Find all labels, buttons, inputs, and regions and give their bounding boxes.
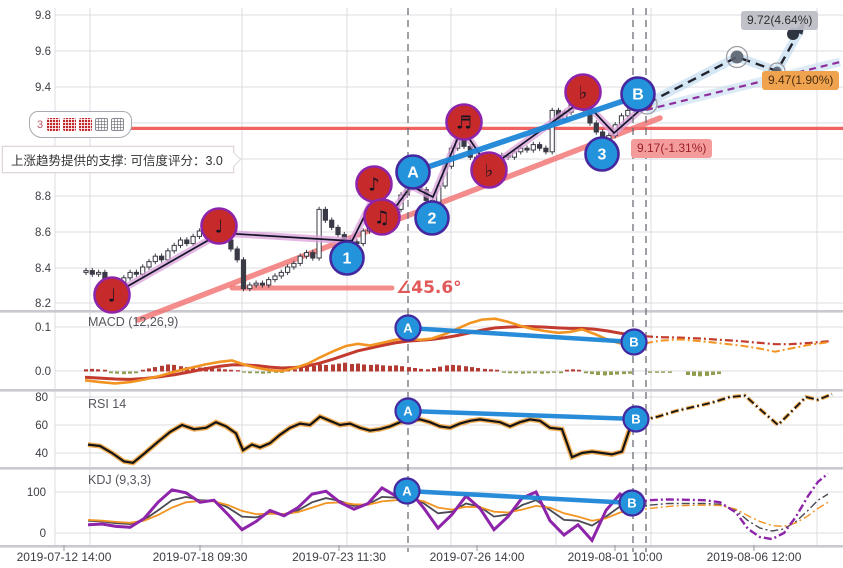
pattern-note-marker[interactable]: ♫ (363, 198, 401, 236)
ab-trendline-main (407, 92, 644, 176)
svg-text:A: A (403, 404, 413, 419)
ab-marker-b[interactable]: B (618, 489, 646, 517)
forecast-projections (636, 20, 842, 115)
svg-text:A: A (403, 321, 413, 336)
axis-tick-label: 40 (35, 448, 48, 460)
axis-tick-label: 2019-07-18 09:30 (153, 550, 248, 564)
svg-text:3: 3 (598, 147, 607, 164)
axis-labels: 9.89.69.49.08.88.68.48.20.10.08060401000… (17, 10, 802, 564)
pattern-note-marker[interactable]: ♭ (470, 151, 508, 189)
axis-tick-label: 2019-07-23 11:30 (292, 550, 386, 564)
wave-marker-b[interactable]: B (620, 76, 656, 112)
axis-tick-label: 80 (35, 392, 48, 404)
wave-markers: 1 A 2 3 B (329, 76, 656, 276)
svg-text:♬: ♬ (456, 113, 472, 134)
svg-text:B: B (632, 87, 644, 104)
svg-text:♫: ♫ (374, 208, 390, 229)
axis-tick-label: 8.4 (35, 263, 52, 275)
wave-marker-2[interactable]: 2 (414, 200, 450, 236)
axis-tick-label: 9.6 (35, 46, 51, 58)
seal-icon (63, 118, 77, 131)
axis-tick-label: 60 (35, 420, 48, 432)
svg-text:B: B (631, 412, 640, 427)
svg-text:♭: ♭ (579, 83, 588, 104)
svg-text:B: B (627, 496, 636, 511)
rsi-panel: AB (87, 392, 833, 466)
axis-tick-label: 8.8 (35, 191, 51, 203)
svg-text:A: A (407, 165, 419, 182)
support-tooltip: 上涨趋势提供的支撑: 可信度评分：3.0 (2, 146, 234, 173)
macd-panel: AB (84, 314, 831, 385)
panel-title-rsi: RSI 14 (88, 397, 127, 411)
svg-text:♪: ♪ (368, 175, 380, 196)
target-price-label-mid: 9.47(1.90%) (762, 71, 840, 90)
axis-tick-label: 0 (40, 528, 46, 540)
ab-marker-a[interactable]: A (394, 397, 422, 425)
svg-text:♭: ♭ (485, 161, 494, 182)
stop-price-label: 9.17(-1.31%) (631, 139, 713, 158)
pattern-note-marker[interactable]: ♩ (93, 276, 131, 314)
axis-tick-label: 0.0 (35, 366, 51, 378)
wave-marker-1[interactable]: 1 (329, 240, 365, 276)
ab-marker-a[interactable]: A (393, 477, 421, 505)
axis-tick-label: 0.1 (35, 322, 51, 334)
axis-tick-label: 8.2 (35, 298, 51, 310)
ab-marker-b[interactable]: B (620, 328, 648, 356)
kdj-panel: AB (87, 472, 829, 544)
axis-tick-label: 9.8 (35, 10, 51, 22)
svg-text:1: 1 (343, 251, 352, 268)
panel-title-kdj: KDJ (9,3,3) (88, 473, 152, 487)
axis-tick-label: 2019-08-01 10:00 (568, 550, 663, 564)
confidence-badge[interactable]: 3 (29, 111, 133, 138)
panel-separators (0, 310, 843, 548)
svg-text:A: A (402, 484, 412, 499)
axis-tick-label: 9.4 (35, 82, 52, 94)
axis-tick-label: 2019-08-06 12:00 (707, 550, 802, 564)
svg-text:B: B (629, 335, 638, 350)
svg-text:2: 2 (428, 211, 437, 228)
pattern-note-marker[interactable]: ♩ (200, 207, 238, 245)
axis-tick-label: 2019-07-26 14:00 (430, 550, 525, 564)
support-tooltip-text: 上涨趋势提供的支撑: 可信度评分：3.0 (11, 154, 223, 168)
seal-icon (79, 118, 93, 131)
svg-text:♩: ♩ (108, 286, 117, 307)
seal-icon (95, 118, 109, 131)
wave-marker-3[interactable]: 3 (584, 136, 620, 172)
pattern-markers: ♩ ♩ ♪ ♫ ♬ ♭ ♭ (93, 73, 602, 314)
axis-tick-label: 100 (27, 487, 46, 499)
seal-icon-row (47, 118, 125, 131)
seal-icon (111, 118, 125, 131)
axis-tick-label: 2019-07-12 14:00 (17, 550, 112, 564)
svg-text:♩: ♩ (215, 217, 224, 238)
pattern-note-marker[interactable]: ♬ (445, 103, 483, 141)
ab-marker-b[interactable]: B (622, 405, 650, 433)
panel-title-macd: MACD (12,26,9) (88, 315, 179, 329)
confidence-score: 3 (37, 118, 44, 131)
angle-annotation: ∠45.6° (396, 278, 462, 298)
target-price-label-high: 9.72(4.64%) (741, 11, 819, 30)
axis-tick-label: 8.6 (35, 227, 51, 239)
pattern-note-marker[interactable]: ♪ (355, 165, 393, 203)
pattern-note-marker[interactable]: ♭ (564, 73, 602, 111)
ab-marker-a[interactable]: A (394, 314, 422, 342)
seal-icon (47, 118, 61, 131)
wave-marker-a[interactable]: A (395, 154, 431, 190)
